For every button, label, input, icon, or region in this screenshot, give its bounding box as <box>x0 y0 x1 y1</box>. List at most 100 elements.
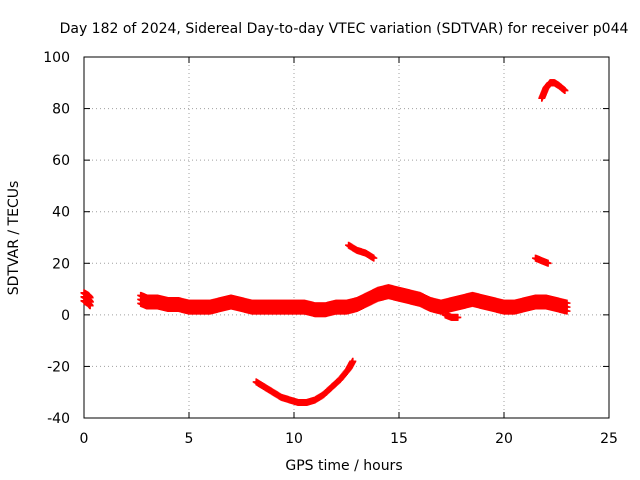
series-negative-arc <box>252 357 357 407</box>
data-point <box>206 307 214 315</box>
x-axis-label: GPS time / hours <box>285 458 402 474</box>
data-point <box>454 313 462 321</box>
data-point <box>137 299 145 307</box>
data-point <box>490 305 497 313</box>
data-point <box>227 294 235 302</box>
data-point <box>437 299 445 307</box>
data-point <box>437 307 445 315</box>
data-point <box>301 299 308 307</box>
series-arc-13h <box>345 241 378 262</box>
data-point <box>248 299 256 307</box>
data-point <box>175 305 182 313</box>
data-point <box>500 307 508 315</box>
y-tick-label: -40 <box>47 411 70 427</box>
data-point <box>137 291 145 299</box>
data-point <box>185 307 193 315</box>
data-point <box>175 297 182 305</box>
x-tick-label: 10 <box>285 431 303 447</box>
data-point <box>563 307 571 315</box>
data-point <box>353 297 361 305</box>
data-point <box>343 307 350 315</box>
x-tick-label: 5 <box>185 431 194 447</box>
data-point <box>395 294 403 302</box>
y-tick-label: 80 <box>52 102 70 118</box>
data-point <box>248 307 256 315</box>
data-point <box>521 297 529 305</box>
data-point <box>561 87 569 95</box>
data-point <box>227 302 235 310</box>
data-point <box>259 299 266 307</box>
data-point <box>86 298 94 306</box>
y-tick-label: 100 <box>43 50 70 66</box>
series-dip-17h <box>441 311 462 321</box>
data-point <box>290 307 298 315</box>
y-tick-label: 0 <box>61 308 70 324</box>
data-point <box>143 294 151 302</box>
data-point <box>427 305 434 313</box>
x-tick-label: 20 <box>495 431 513 447</box>
data-point <box>448 297 455 305</box>
x-tick-label: 15 <box>390 431 408 447</box>
data-point <box>563 299 571 307</box>
data-point <box>269 299 277 307</box>
series-main-band <box>80 284 571 318</box>
data-point <box>164 305 172 313</box>
series-arc-22h <box>538 79 569 102</box>
series-arc-21h <box>532 254 552 267</box>
x-axis: 0 5 10 15 20 25 <box>80 57 618 447</box>
data-point <box>374 294 382 302</box>
data-point <box>364 291 371 299</box>
data-point <box>80 289 88 297</box>
data-point <box>154 294 161 302</box>
data-point <box>290 299 298 307</box>
data-point <box>322 310 329 318</box>
data-point <box>206 299 214 307</box>
data-point <box>500 299 508 307</box>
data-point <box>511 299 518 307</box>
data-point <box>332 307 340 315</box>
y-axis: -40 -20 0 20 40 60 80 100 <box>43 50 609 427</box>
data-point <box>301 307 308 315</box>
data-point <box>385 284 392 292</box>
data-point <box>349 357 357 365</box>
data-point <box>259 307 266 315</box>
data-point <box>185 299 193 307</box>
grid-lines <box>84 57 609 418</box>
x-tick-label: 25 <box>600 431 618 447</box>
data-point <box>217 297 224 305</box>
data-point <box>406 297 413 305</box>
data-point <box>553 297 560 305</box>
data-point <box>479 302 487 310</box>
data-point <box>448 305 455 313</box>
data-point <box>544 259 552 267</box>
data-point <box>427 297 434 305</box>
data-point <box>196 307 203 315</box>
data-point <box>332 299 340 307</box>
data-point <box>395 286 403 294</box>
data-point <box>154 302 161 310</box>
data-point <box>406 289 413 297</box>
y-tick-label: 20 <box>52 256 70 272</box>
data-point <box>479 294 487 302</box>
data-point <box>542 302 550 310</box>
data-point <box>416 291 424 299</box>
data-point <box>311 310 319 318</box>
data-point <box>280 299 287 307</box>
data-point <box>521 305 529 313</box>
data-point <box>364 299 371 307</box>
data-point <box>238 305 245 313</box>
chart-title: Day 182 of 2024, Sidereal Day-to-day VTE… <box>60 21 629 37</box>
y-tick-label: 60 <box>52 153 70 169</box>
data-point <box>343 299 350 307</box>
data-point <box>385 292 392 300</box>
data-point <box>458 294 466 302</box>
plot-frame <box>83 56 610 419</box>
data-point <box>374 286 382 294</box>
data-point <box>322 302 329 310</box>
data-point <box>353 305 361 313</box>
data-point <box>469 291 476 299</box>
y-tick-label: -20 <box>47 359 70 375</box>
data-point <box>269 307 277 315</box>
data-point <box>370 254 378 262</box>
